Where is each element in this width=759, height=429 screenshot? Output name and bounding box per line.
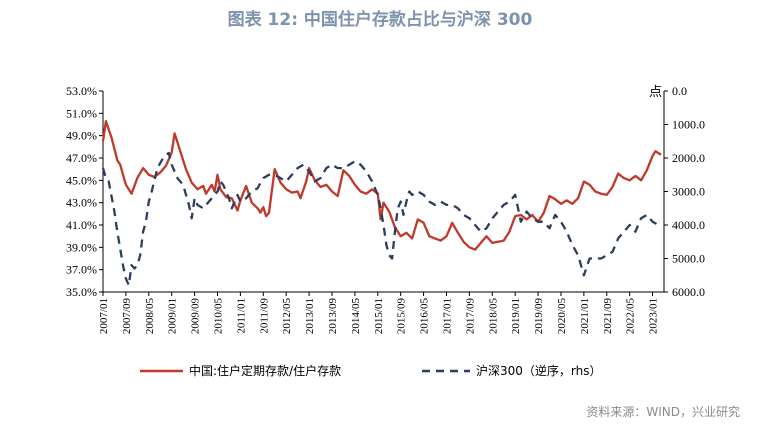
- x-axis-ticks: 2007/01 2007/09 2008/05 2009/01 2009/09 2010/…: [98, 292, 660, 334]
- x-tick-label: 2007/01: [98, 298, 110, 334]
- right-axis-label: 点: [649, 85, 662, 100]
- x-tick-label: 2019/01: [510, 298, 522, 334]
- series-line-deposit-ratio: [101, 120, 662, 251]
- right-tick-label: 2000.0: [672, 151, 705, 165]
- series-group: [101, 120, 662, 287]
- left-tick-label: 45.0%: [66, 173, 97, 187]
- left-tick-label: 51.0%: [66, 106, 97, 120]
- legend-label-deposit: 中国:住户定期存款/住户存款: [189, 363, 341, 378]
- x-tick-label: 2013/01: [304, 298, 316, 334]
- x-tick-label: 2022/05: [625, 298, 637, 335]
- left-tick-label: 47.0%: [66, 151, 97, 165]
- x-tick-label: 2011/01: [235, 298, 247, 334]
- left-tick-label: 35.0%: [66, 285, 97, 299]
- x-tick-label: 2011/09: [258, 298, 270, 334]
- right-tick-label: 5000.0: [672, 252, 705, 266]
- x-tick-label: 2017/09: [464, 298, 476, 335]
- left-tick-label: 41.0%: [66, 218, 97, 232]
- x-tick-label: 2007/09: [121, 298, 133, 335]
- x-tick-label: 2015/01: [373, 298, 385, 334]
- x-tick-label: 2013/09: [327, 298, 339, 335]
- right-tick-label: 4000.0: [672, 218, 705, 232]
- right-axis-ticks: 0.0 1000.0 2000.0 3000.0 4000.0 5000.0 6000.0: [664, 84, 705, 299]
- chart-title: 图表 12: 中国住户存款占比与沪深 300: [228, 9, 533, 30]
- x-tick-label: 2017/01: [441, 298, 453, 334]
- x-tick-label: 2016/05: [419, 298, 431, 335]
- x-tick-label: 2009/09: [190, 298, 202, 335]
- source-note: 资料来源：WIND，兴业研究: [586, 404, 740, 419]
- x-tick-label: 2023/01: [648, 298, 660, 334]
- left-tick-label: 39.0%: [66, 240, 97, 254]
- left-tick-label: 53.0%: [66, 84, 97, 98]
- x-tick-label: 2009/01: [167, 298, 179, 334]
- left-tick-label: 49.0%: [66, 129, 97, 143]
- legend-label-csi300: 沪深300（逆序，rhs）: [476, 363, 602, 378]
- left-tick-label: 43.0%: [66, 196, 97, 210]
- x-tick-label: 2021/09: [602, 298, 614, 335]
- x-tick-label: 2021/01: [579, 298, 591, 334]
- series-line-csi300: [101, 151, 662, 287]
- x-tick-label: 2015/09: [396, 298, 408, 335]
- x-tick-label: 2018/05: [487, 298, 499, 335]
- x-tick-label: 2010/05: [212, 298, 224, 335]
- legend: 中国:住户定期存款/住户存款 沪深300（逆序，rhs）: [140, 363, 602, 378]
- left-tick-label: 37.0%: [66, 263, 97, 277]
- x-tick-label: 2012/05: [281, 298, 293, 335]
- x-tick-label: 2008/05: [144, 298, 156, 335]
- x-tick-label: 2020/05: [556, 298, 568, 335]
- right-tick-label: 1000.0: [672, 118, 705, 132]
- left-axis-ticks: 35.0% 37.0% 39.0% 41.0% 43.0% 45.0% 47.0% 49.0%…: [66, 84, 103, 299]
- x-tick-label: 2019/09: [533, 298, 545, 335]
- right-tick-label: 3000.0: [672, 185, 705, 199]
- right-tick-label: 6000.0: [672, 285, 705, 299]
- x-tick-label: 2014/05: [350, 298, 362, 335]
- right-tick-label: 0.0: [672, 84, 687, 98]
